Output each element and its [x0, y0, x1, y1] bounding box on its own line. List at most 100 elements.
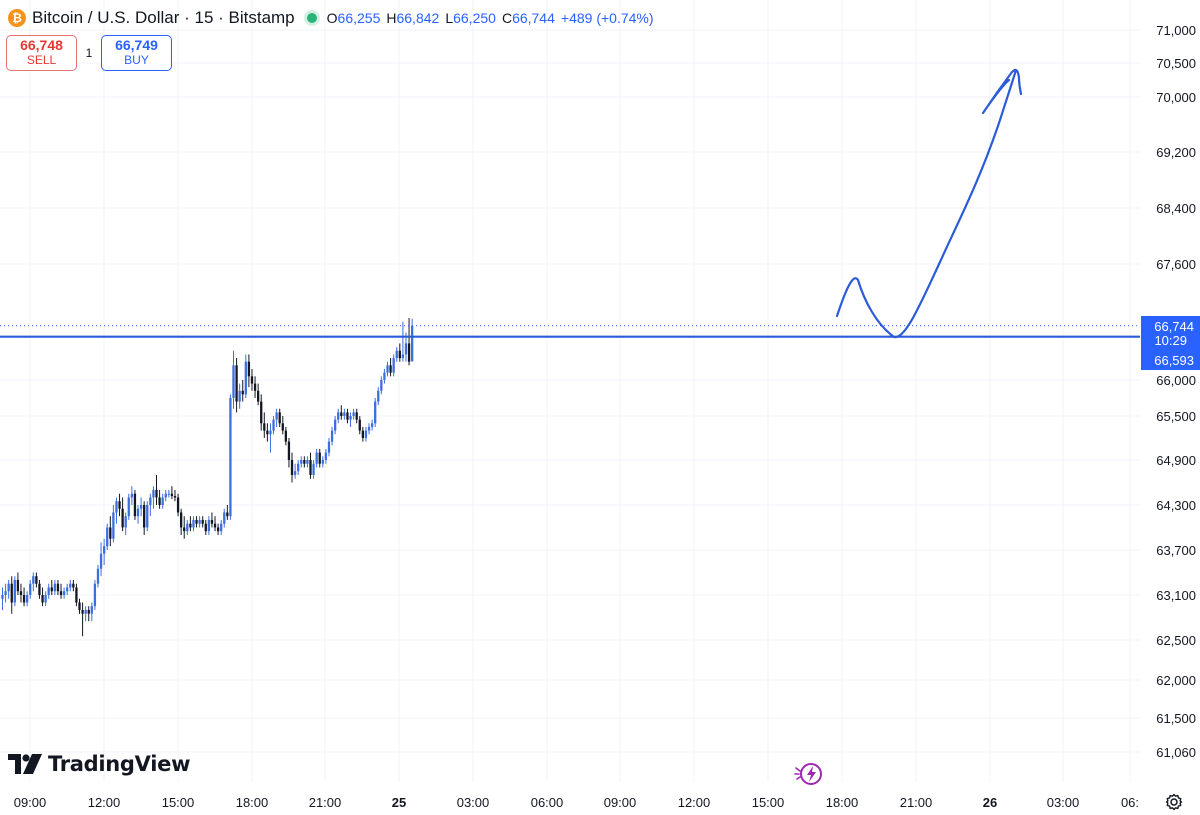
candle-body [13, 579, 16, 603]
candle-body [146, 505, 149, 528]
candle-body [367, 426, 371, 431]
candle-body [176, 497, 180, 513]
candle-body [29, 583, 32, 595]
y-tick-label: 66,000 [1156, 373, 1196, 388]
candle-body [133, 493, 137, 517]
candle-body [124, 516, 127, 528]
y-tick-label: 62,500 [1156, 633, 1196, 648]
candle-body [84, 609, 87, 614]
chart-header: ₿ Bitcoin / U.S. Dollar · 15 · Bitstamp … [8, 6, 654, 30]
line-price-tag-bg [1141, 350, 1200, 370]
candle-body [232, 365, 235, 398]
high-value: 66,842 [396, 10, 440, 26]
candle-body [53, 583, 57, 592]
x-tick-label: 25 [392, 795, 406, 810]
candle-body [284, 430, 288, 442]
price-tags: 66,744 10:29 66,593 [1141, 316, 1200, 370]
time-axis[interactable]: 09:00 12:00 15:00 18:00 21:00 25 03:00 06:00 09:… [14, 795, 1139, 810]
candle-body [250, 376, 254, 384]
candle-body [44, 595, 47, 603]
symbol-title[interactable]: Bitcoin / U.S. Dollar · 15 · Bitstamp [32, 8, 295, 27]
candle-body [361, 430, 365, 438]
sell-button[interactable]: 66,748 SELL [6, 35, 77, 71]
candle-body [72, 583, 75, 588]
y-tick-label: 61,060 [1156, 745, 1196, 760]
y-tick-label: 64,300 [1156, 498, 1196, 513]
candle-body [90, 606, 93, 614]
candle-body [297, 463, 300, 472]
bitcoin-icon[interactable]: ₿ [8, 9, 26, 27]
candle-body [4, 591, 7, 595]
candlestick-series [1, 318, 414, 637]
candle-body [93, 583, 97, 607]
candle-body [383, 372, 386, 380]
y-tick-label: 69,200 [1156, 145, 1196, 160]
candle-body [179, 512, 183, 528]
candle-body [226, 512, 229, 517]
candle-body [112, 512, 115, 539]
projection-arrow-drawing[interactable] [835, 68, 1023, 339]
candle-body [164, 493, 167, 498]
sell-price: 66,748 [20, 37, 63, 53]
candle-body [99, 553, 103, 569]
open-value: 66,255 [337, 10, 381, 26]
gear-icon[interactable] [1164, 792, 1184, 812]
candle-body [238, 390, 241, 402]
candle-body [136, 508, 140, 517]
candle-body [269, 430, 272, 435]
buy-button[interactable]: 66,749 BUY [101, 35, 172, 71]
candle-body [395, 350, 398, 359]
candle-body [327, 441, 331, 453]
candle-body [309, 460, 312, 475]
candle-body [152, 489, 155, 498]
y-tick-label: 68,400 [1156, 201, 1196, 216]
market-status-icon[interactable] [306, 13, 317, 23]
candle-body [186, 523, 189, 532]
candle-body [38, 583, 41, 595]
candle-body [66, 587, 69, 592]
candle-body [143, 505, 146, 528]
candle-body [121, 508, 124, 528]
candle-body [192, 519, 195, 528]
candle-body [318, 452, 321, 464]
tradingview-logo[interactable]: TradingView [8, 752, 190, 776]
candle-body [35, 576, 38, 584]
candle-body [290, 460, 294, 475]
candle-body [130, 493, 134, 498]
candle-body [253, 383, 257, 391]
x-tick-label: 12:00 [678, 795, 711, 810]
x-tick-label: 15:00 [162, 795, 195, 810]
candle-body [25, 595, 29, 603]
candle-body [333, 419, 337, 431]
sell-label: SELL [26, 53, 57, 67]
candle-body [210, 519, 214, 524]
y-tick-label: 65,500 [1156, 409, 1196, 424]
candle-body [220, 523, 223, 532]
candle-body [241, 390, 244, 395]
candle-body [204, 523, 207, 532]
candle-body [41, 595, 44, 603]
low-label: L [445, 10, 454, 26]
last-price-tag: 66,744 [1154, 319, 1194, 334]
candle-body [115, 501, 118, 513]
price-axis[interactable]: 71,000 70,500 70,000 69,200 68,400 67,600 66,0… [1156, 23, 1196, 760]
x-tick-label: 03:00 [457, 795, 490, 810]
candle-body [62, 591, 66, 595]
candle-body [183, 527, 186, 532]
lightning-icon[interactable] [794, 762, 824, 786]
candle-body [213, 523, 217, 528]
candle-body [263, 423, 266, 431]
buy-price: 66,749 [115, 37, 158, 53]
candle-body [272, 419, 275, 431]
candle-body [59, 591, 63, 595]
candle-body [102, 546, 106, 554]
y-tick-label: 67,600 [1156, 257, 1196, 272]
candle-body [167, 493, 170, 495]
candle-body [346, 412, 349, 420]
buy-label: BUY [124, 53, 149, 67]
candle-body [96, 568, 100, 584]
quantity-value[interactable]: 1 [85, 46, 93, 60]
candle-body [87, 609, 90, 614]
candle-body [407, 343, 411, 362]
